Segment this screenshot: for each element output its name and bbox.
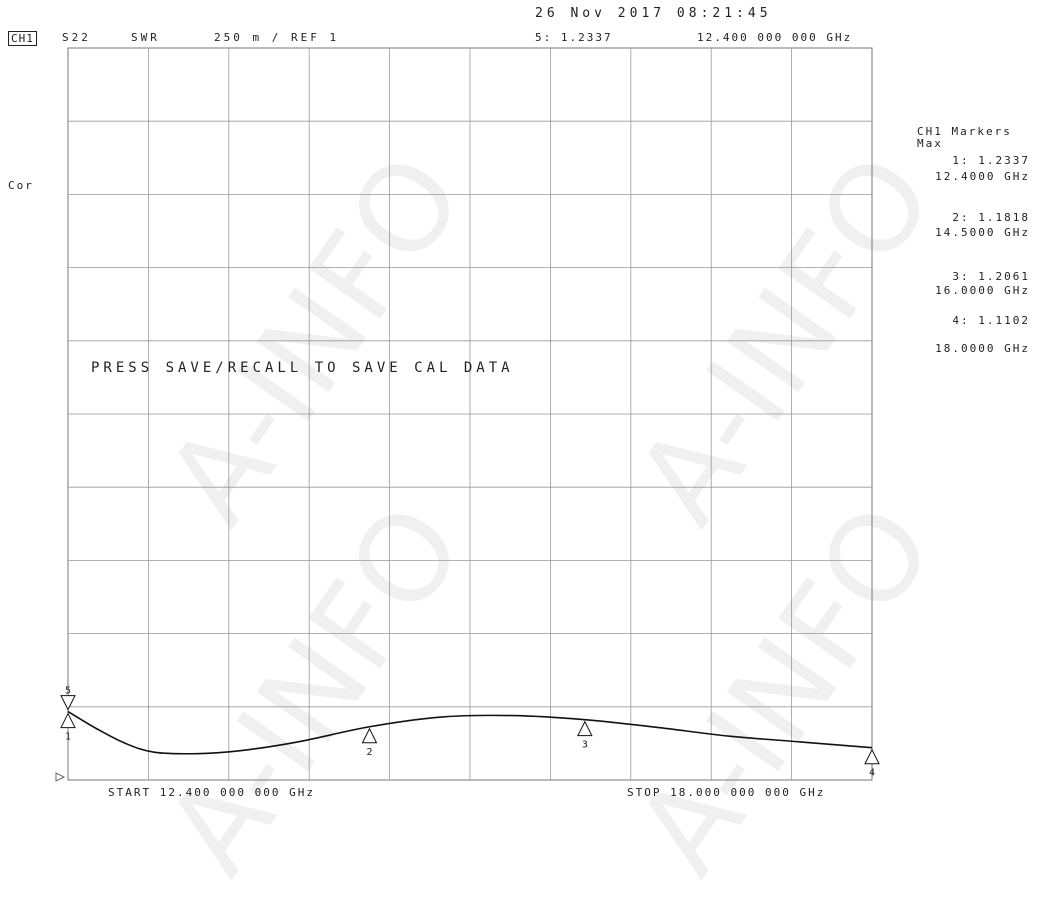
active-marker-freq: 12.400 000 000 GHz — [697, 31, 853, 44]
marker-3-label: 3 — [582, 740, 588, 751]
trace-label: Cor — [8, 179, 34, 192]
marker-2-symbol — [361, 727, 378, 744]
marker-3-value: 3: 1.2061 — [952, 270, 1030, 283]
scale-ref-label: 250 m / REF 1 — [214, 31, 340, 44]
marker-4-freq: 18.0000 GHz — [935, 342, 1030, 355]
marker-2-value: 2: 1.1818 — [952, 211, 1030, 224]
marker-panel-mode: Max — [917, 137, 943, 150]
marker-4-value: 4: 1.1102 — [952, 314, 1030, 327]
stop-frequency: STOP 18.000 000 000 GHz — [627, 786, 826, 799]
marker-3-freq: 16.0000 GHz — [935, 284, 1030, 297]
status-message: PRESS SAVE/RECALL TO SAVE CAL DATA — [91, 360, 514, 376]
marker-3-symbol — [577, 720, 593, 737]
parameter-label: S22 — [62, 31, 91, 44]
channel-badge: CH1 — [8, 31, 37, 46]
marker-5-label: 5 — [65, 686, 71, 697]
start-frequency: START 12.400 000 000 GHz — [108, 786, 315, 799]
marker-5-symbol — [60, 695, 76, 711]
reference-arrow — [55, 772, 66, 782]
marker-4-symbol — [864, 748, 880, 765]
marker-4-label: 4 — [869, 768, 875, 779]
format-label: SWR — [131, 31, 160, 44]
date-time: 26 Nov 2017 08:21:45 — [535, 6, 772, 21]
marker-1-value: 1: 1.2337 — [952, 154, 1030, 167]
marker-1-label: 1 — [65, 732, 71, 743]
swr-trace — [67, 710, 873, 755]
marker-1-freq: 12.4000 GHz — [935, 170, 1030, 183]
marker-1-symbol — [60, 712, 76, 729]
marker-2-label: 2 — [366, 747, 372, 758]
swr-plot: 1 2 3 4 5 — [55, 47, 880, 782]
marker-2-freq: 14.5000 GHz — [935, 226, 1030, 239]
marker-panel-title: CH1 Markers — [917, 125, 1012, 138]
active-marker-readout: 5: 1.2337 — [535, 31, 613, 44]
